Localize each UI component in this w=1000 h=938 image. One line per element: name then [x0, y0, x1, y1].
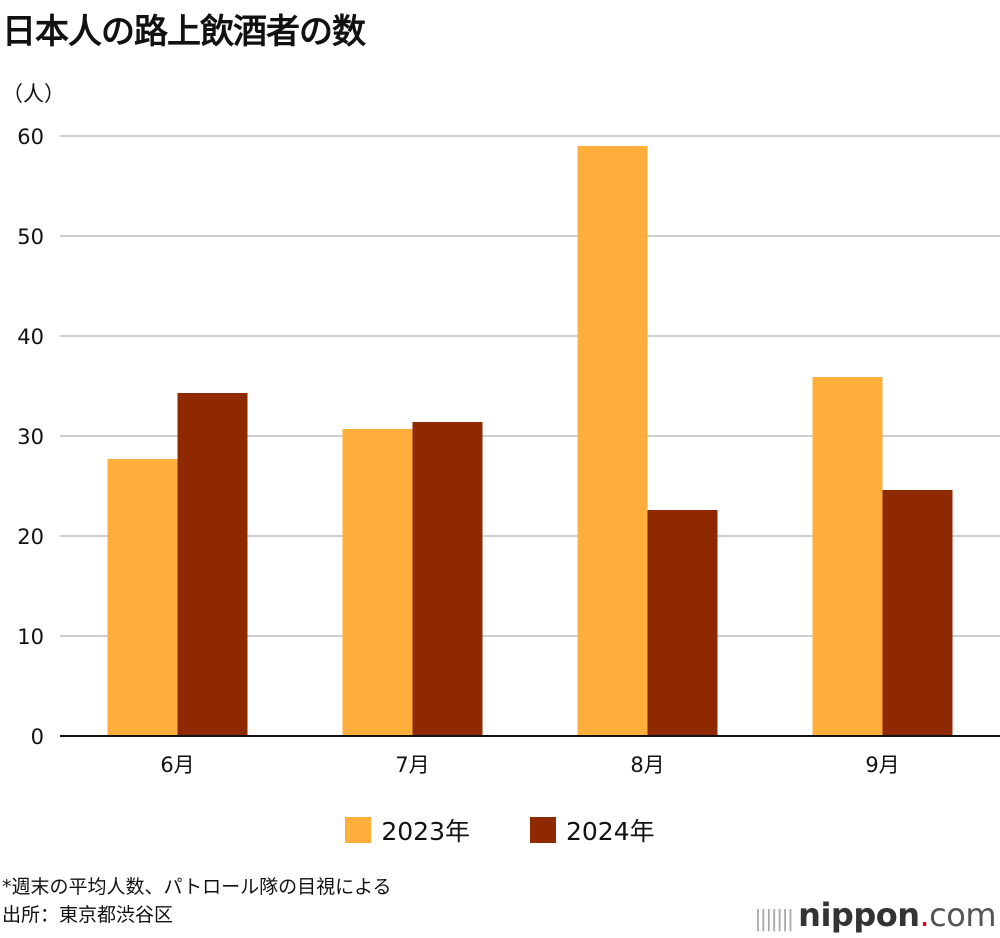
legend-label: 2023年 [381, 817, 470, 846]
logo-bars-icon: ||||||| [754, 907, 794, 932]
bar-2024年-6月 [177, 393, 248, 736]
logo-dot: . [919, 896, 930, 934]
notes: *週末の平均人数、パトロール隊の目視による 出所：東京都渋谷区 [2, 873, 392, 929]
logo-text: nippon [798, 896, 920, 934]
legend-item-2023: 2023年 [345, 812, 470, 848]
source: 出所：東京都渋谷区 [2, 904, 174, 926]
x-tick-label: 8月 [630, 753, 664, 777]
y-tick-label: 30 [17, 425, 44, 449]
bar-2024年-8月 [647, 510, 718, 736]
y-tick-label: 20 [17, 525, 44, 549]
bar-2023年-8月 [577, 146, 648, 736]
x-tick-label: 7月 [395, 753, 429, 777]
legend-label: 2024年 [566, 817, 655, 846]
bar-2023年-6月 [107, 459, 178, 736]
x-tick-label: 6月 [160, 753, 194, 777]
bar-2023年-9月 [812, 377, 883, 736]
legend-swatch [530, 817, 556, 843]
footnote: *週末の平均人数、パトロール隊の目視による [2, 876, 392, 898]
x-tick-label: 9月 [865, 753, 899, 777]
nippon-logo: ||||||| nippon.com [754, 896, 996, 934]
bar-2024年-9月 [882, 490, 953, 736]
bar-2024年-7月 [412, 422, 483, 736]
bar-2023年-7月 [342, 429, 413, 736]
logo-tld: com [929, 896, 996, 934]
legend: 2023年 2024年 [0, 812, 1000, 848]
y-tick-label: 10 [17, 625, 44, 649]
y-tick-label: 50 [17, 225, 44, 249]
legend-item-2024: 2024年 [530, 812, 655, 848]
y-tick-label: 40 [17, 325, 44, 349]
legend-swatch [345, 817, 372, 843]
y-tick-label: 0 [31, 725, 44, 749]
chart-title: 日本人の路上飲酒者の数 [2, 12, 366, 52]
bar-chart: 0 10 20 30 40 50 60 6月 7月 8月 9月 [17, 125, 1000, 777]
y-tick-label: 60 [17, 125, 44, 149]
y-axis-label: （人） [2, 82, 65, 106]
